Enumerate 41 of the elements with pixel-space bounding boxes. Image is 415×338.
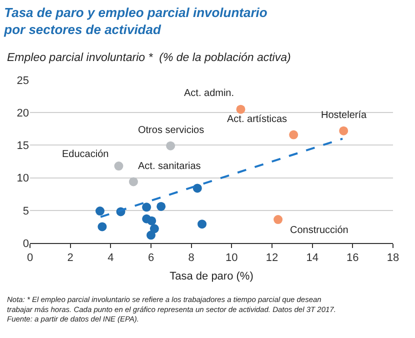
point xyxy=(198,220,207,229)
point xyxy=(289,130,298,140)
point xyxy=(236,104,246,114)
point xyxy=(156,202,166,211)
y-tick-label: 20 xyxy=(16,107,29,120)
point xyxy=(339,126,348,136)
y-tick-label: 25 xyxy=(16,74,29,87)
point xyxy=(95,206,104,216)
point xyxy=(150,224,159,234)
annotation: Educación xyxy=(62,149,109,160)
annotation: Act. sanitarias xyxy=(138,161,201,172)
x-tick-label: 4 xyxy=(108,252,114,264)
y-tick-label: 10 xyxy=(16,172,29,185)
x-tick-label: 10 xyxy=(226,252,238,264)
point xyxy=(128,177,138,186)
x-axis-title: Tasa de paro (%) xyxy=(170,270,254,282)
annotation: Act. admin. xyxy=(184,88,234,99)
x-tick-label: 8 xyxy=(188,252,194,264)
point xyxy=(166,141,176,150)
point xyxy=(114,162,124,171)
y-tick-label: 15 xyxy=(16,140,29,152)
x-tick-label: 12 xyxy=(266,252,278,264)
x-tick-label: 18 xyxy=(386,252,400,264)
annotation: Act. artísticas xyxy=(227,114,288,125)
x-tick-label: 2 xyxy=(67,252,74,264)
point xyxy=(192,184,202,193)
x-tick-label: 6 xyxy=(148,252,154,264)
point xyxy=(146,230,156,240)
chart-title: Tasa de paro y empleo parcial involuntario por sectores de actividad xyxy=(3,4,268,37)
annotation: Otros servicios xyxy=(138,125,204,136)
point xyxy=(274,215,283,224)
y-tick-label: 0 xyxy=(22,238,29,250)
annotation: Hostelería xyxy=(321,110,368,121)
chart-subtitle: Empleo parcial involuntario * (% de la población activa) xyxy=(7,52,291,64)
x-tick-label: 14 xyxy=(306,252,318,264)
point xyxy=(98,222,107,232)
y-tick-label: 5 xyxy=(22,205,29,218)
x-tick-label: 16 xyxy=(346,252,359,264)
point xyxy=(142,202,152,212)
annotation: Construcción xyxy=(290,225,348,236)
point xyxy=(147,216,156,226)
